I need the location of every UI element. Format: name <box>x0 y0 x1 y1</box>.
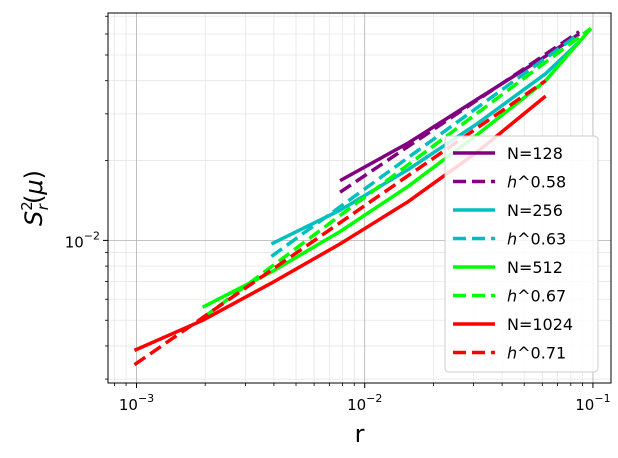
x-tick-label: 10−1 <box>575 392 610 414</box>
legend-label: h^0.58 <box>507 173 566 192</box>
x-tick-label: 10−2 <box>347 392 382 414</box>
series-line <box>201 26 592 320</box>
legend-label: N=128 <box>507 144 563 163</box>
x-axis-label: r <box>355 420 365 448</box>
x-tick-label: 10−3 <box>119 392 154 414</box>
plot-frame <box>107 12 612 384</box>
series-line <box>133 79 547 367</box>
legend-label: N=256 <box>507 201 563 220</box>
y-axis-label: S2r(μ) <box>18 170 52 226</box>
axis-ticks <box>103 15 594 388</box>
legend-box <box>444 135 599 373</box>
series-line <box>270 32 581 258</box>
series-line <box>270 40 581 246</box>
series-line <box>201 27 593 309</box>
legend: N=128 h^0.58 N=256 h^0.63 N=512 h^0.67 N=1024 h… <box>444 135 599 373</box>
legend-label: h^0.71 <box>507 344 566 363</box>
tick-labels: 10−3 10−2 10−1 10−2 <box>65 229 611 414</box>
legend-label: N=1024 <box>507 315 573 334</box>
y-tick-label: 10−2 <box>65 229 100 251</box>
series-line <box>339 30 581 194</box>
legend-label: h^0.63 <box>507 230 566 249</box>
legend-label: h^0.67 <box>507 287 566 306</box>
legend-label: N=512 <box>507 258 563 277</box>
